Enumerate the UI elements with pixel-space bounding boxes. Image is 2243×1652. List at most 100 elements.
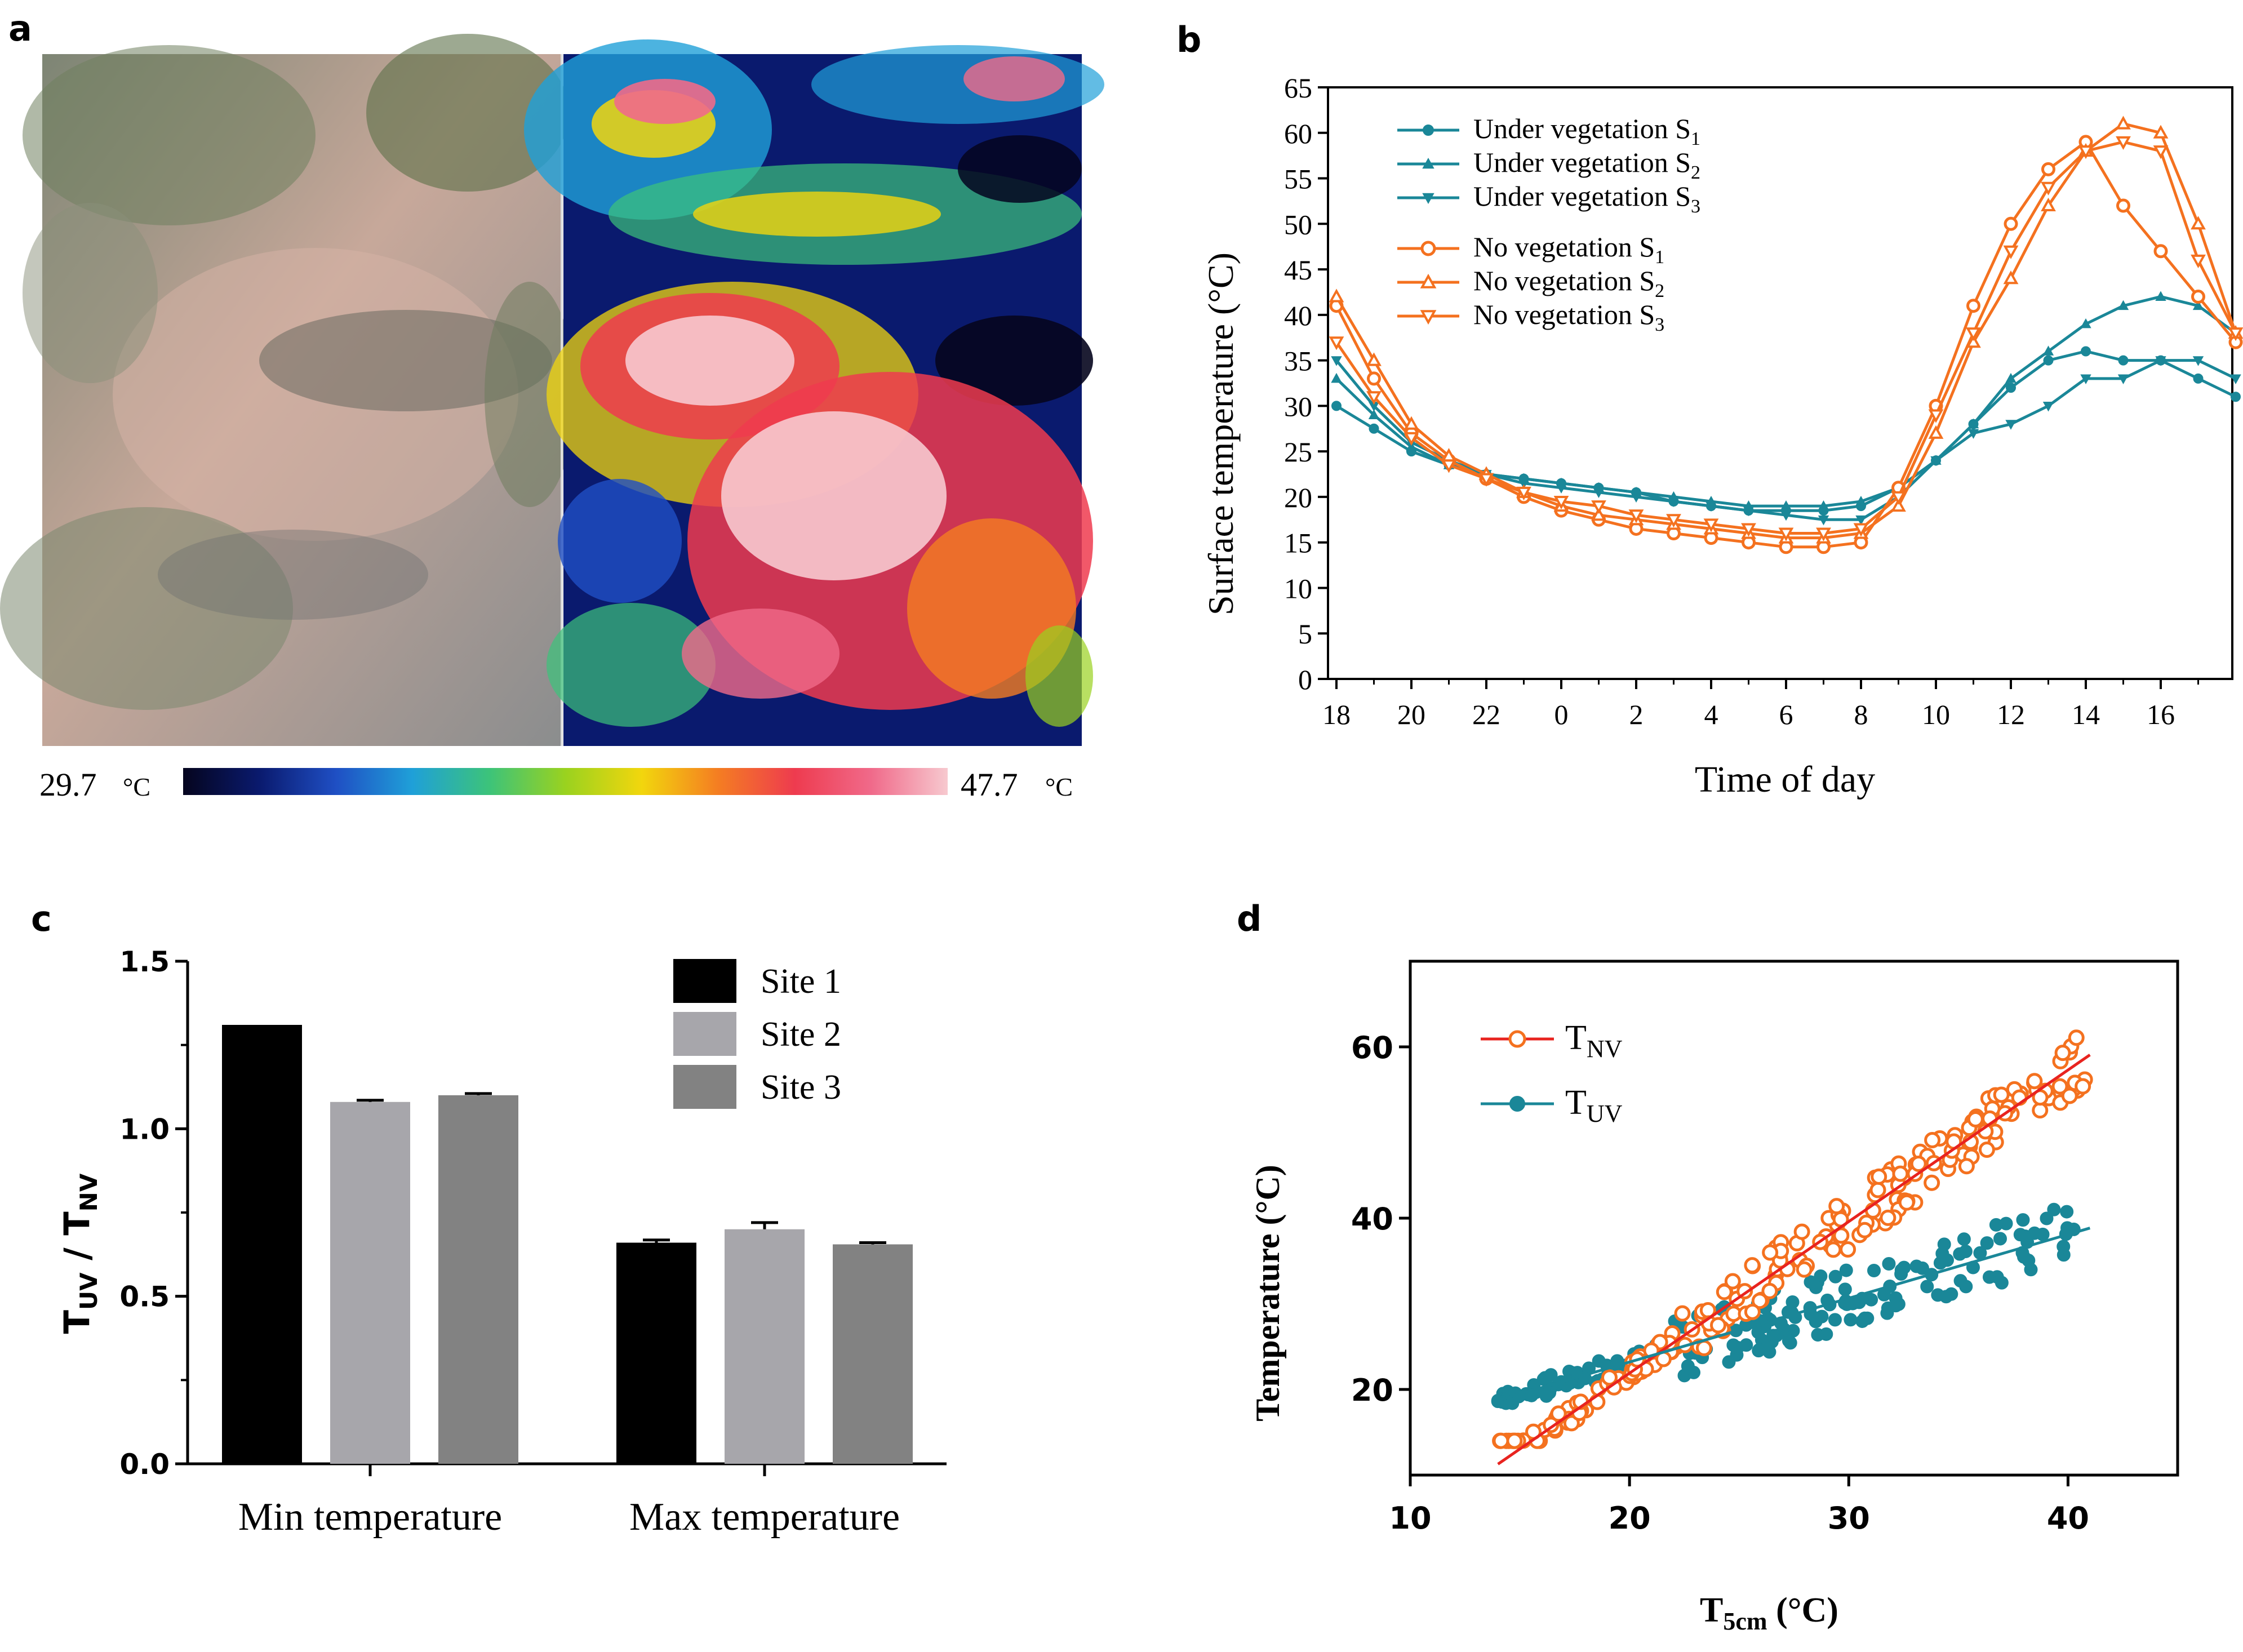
panel-b-xtick-label: 2 xyxy=(1629,699,1644,730)
panel-d-ylabel: Temperature (°C) xyxy=(1249,1165,1286,1422)
panel-d-point-tnv xyxy=(1762,1244,1779,1261)
panel-b-point xyxy=(2191,216,2206,230)
panel-d-point-tuv xyxy=(1782,1334,1796,1348)
panel-b-point xyxy=(1556,483,1567,494)
panel-d-points xyxy=(1491,1029,2093,1449)
panel-d-point-tnv xyxy=(1825,1241,1842,1258)
panel-c-category-label: Max temperature xyxy=(629,1495,900,1539)
panel-b-point xyxy=(1780,510,1792,521)
panel-b-point xyxy=(1478,473,1494,487)
panel-b-point xyxy=(1743,506,1755,517)
panel-b-legend-label: Under vegetation S3 xyxy=(1473,180,1700,217)
panel-b-point xyxy=(1329,336,1344,350)
colorbar xyxy=(183,768,948,795)
panel-b-point xyxy=(1741,523,1756,537)
panel-b-point xyxy=(2081,346,2091,357)
panel-b-xtick-label: 18 xyxy=(1322,699,1351,730)
panel-b-point xyxy=(1369,423,1379,434)
panel-d-xtick-label: 20 xyxy=(1609,1500,1651,1536)
panel-b-series-line xyxy=(1335,349,2237,512)
panel-d-legend-label: TUV xyxy=(1565,1083,1623,1127)
panel-b-legend-label-base: Under vegetation S xyxy=(1473,113,1691,144)
panel-b-ytick-label: 10 xyxy=(1284,572,1312,604)
panel-b-point xyxy=(2191,290,2205,304)
panel-b-point xyxy=(1631,492,1642,503)
panel-b-point xyxy=(2117,374,2129,384)
panel-b-xtick-label: 10 xyxy=(1922,699,1950,730)
panel-c-legend-label: Site 1 xyxy=(761,962,841,1001)
panel-b-ytick-label: 35 xyxy=(1284,345,1312,377)
panel-d-point-tuv xyxy=(1882,1256,1896,1271)
panel-d-point-tuv xyxy=(1804,1275,1818,1289)
panel-b-point xyxy=(2116,136,2131,150)
panel-c: c 0.0 0.5 1.0 1.5 Min temperature Max tempera… xyxy=(31,898,947,1539)
panel-d-ytick-label: 40 xyxy=(1351,1201,1393,1237)
panel-d-point-tnv xyxy=(1958,1158,1975,1175)
panel-b-point xyxy=(2153,125,2169,139)
panel-d-point-tuv xyxy=(1894,1263,1908,1277)
panel-b-xtick-label: 14 xyxy=(2072,699,2100,730)
panel-d-legend-marker xyxy=(1508,1030,1526,1048)
panel-c-bar xyxy=(438,1095,518,1464)
panel-d-point-tnv xyxy=(1924,1132,1941,1149)
panel-b-point xyxy=(1966,327,1981,341)
panel-d-fits xyxy=(1497,1054,2091,1466)
panel-b-legend-label-base: No vegetation S xyxy=(1473,231,1655,263)
panel-c-ytick-label: 0.5 xyxy=(119,1281,170,1313)
panel-b-series-line xyxy=(1335,140,2237,535)
panel-d-fit-line xyxy=(1497,1054,2091,1466)
panel-d-point-tnv xyxy=(1978,1142,1995,1158)
panel-b-point xyxy=(2116,116,2131,130)
infrared-image xyxy=(524,39,1104,746)
panel-d-point-tuv xyxy=(1920,1280,1934,1294)
panel-b-point xyxy=(2117,300,2129,310)
panel-d-legend-marker xyxy=(1509,1096,1525,1112)
panel-b-xtick-label: 8 xyxy=(1854,699,1868,730)
panel-d-xlabel-unit: (°C) xyxy=(1767,1591,1838,1629)
colorbar-min-value: 29.7 xyxy=(39,766,97,803)
panel-b-point xyxy=(2155,356,2166,366)
panel-b-legend-label: No vegetation S1 xyxy=(1473,231,1664,268)
panel-b-point xyxy=(2080,374,2091,384)
panel-b-xtick-label: 20 xyxy=(1397,699,1425,730)
panel-d-point-tnv xyxy=(1871,1168,1887,1185)
panel-b-point xyxy=(2041,162,2055,176)
panel-d-point-tnv xyxy=(1880,1209,1896,1226)
panel-b-point xyxy=(1331,401,1342,411)
panel-d-point-tnv xyxy=(1493,1432,1509,1449)
panel-d-point-tuv xyxy=(1751,1325,1765,1339)
panel-b-point xyxy=(1818,500,1829,510)
panel-b-point xyxy=(1668,497,1680,508)
panel-d-point-tuv xyxy=(1809,1315,1823,1329)
panel-b-point xyxy=(2080,318,2091,328)
panel-c-ytick-label: 1.5 xyxy=(119,945,170,978)
panel-b-point xyxy=(2116,198,2130,213)
panel-d-xtick-label: 10 xyxy=(1389,1500,1431,1536)
panel-b-point xyxy=(2231,392,2241,402)
panel-d-point-tuv xyxy=(1982,1270,1996,1284)
panel-b-ytick-label: 30 xyxy=(1284,390,1312,422)
panel-b-xtick-label: 22 xyxy=(1472,699,1500,730)
panel-b-series-line xyxy=(1335,122,2237,540)
panel-b-point xyxy=(1891,491,1906,505)
panel-d-point-tnv xyxy=(2026,1073,2043,1090)
panel-d-point-tnv xyxy=(1869,1182,1886,1198)
panel-b-point xyxy=(1366,352,1382,366)
panel-d-point-tuv xyxy=(1811,1328,1825,1342)
panel-d-point-tuv xyxy=(1953,1247,1967,1261)
panel-b-legend-label: Under vegetation S2 xyxy=(1473,146,1700,183)
panel-d-legend-label-base: T xyxy=(1565,1019,1587,1057)
panel-b-xtick-label: 0 xyxy=(1554,699,1569,730)
panel-d-point-tnv xyxy=(1796,1261,1813,1278)
panel-c-legend: Site 1 Site 2 Site 3 xyxy=(673,959,841,1109)
panel-b-point xyxy=(1966,299,1980,313)
panel-d-point-tnv xyxy=(1892,1165,1909,1182)
panel-b-legend-label-sub: 2 xyxy=(1691,162,1700,183)
panel-b-point xyxy=(1368,409,1380,419)
panel-d-point-tuv xyxy=(1839,1263,1853,1277)
panel-d-point-tuv xyxy=(1867,1264,1881,1278)
panel-b-point xyxy=(2041,197,2056,211)
panel-d-legend-label-sub: NV xyxy=(1587,1035,1623,1063)
panel-letter-a: a xyxy=(8,8,32,49)
